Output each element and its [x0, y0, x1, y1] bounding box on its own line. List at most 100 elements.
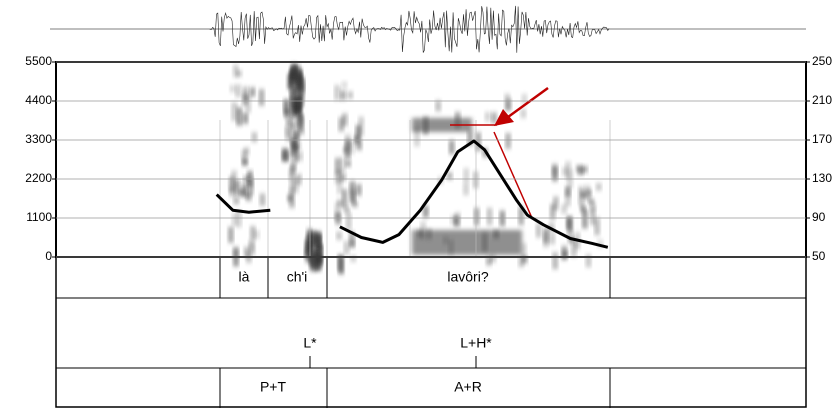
spectrogram-blob [576, 165, 581, 173]
y-tick-label: 1100 [26, 210, 52, 224]
spectrogram-blob [474, 208, 479, 226]
spectrogram-blob [310, 241, 315, 253]
spectrogram-blob [232, 102, 237, 121]
spectrogram-blob [252, 132, 257, 143]
spectrogram-blob [449, 140, 454, 155]
spectrogram-blob [290, 177, 295, 190]
spectrogram-blob [292, 121, 297, 129]
spectrogram-blob [290, 122, 295, 142]
spectrogram-blob [464, 168, 469, 184]
spectrogram-blob [591, 201, 596, 212]
spectrogram-blob [562, 250, 567, 258]
spectrogram-blob [506, 133, 511, 149]
spectrogram-blob [291, 160, 296, 172]
spectrogram-blob [247, 170, 252, 179]
tiers: là ch'i lavôri? L* L+H* P+T A+R [55, 256, 807, 408]
spectrogram-blob [311, 253, 316, 272]
spectrogram-blob [314, 253, 319, 271]
spectrogram-blob [337, 177, 342, 195]
tier-label: P+T [260, 379, 287, 395]
spectrogram-blob [341, 90, 346, 100]
spectrogram-blob [348, 91, 353, 99]
spectrogram-blob [296, 114, 301, 129]
spectrogram-blob [299, 82, 304, 94]
spectrogram-blob [423, 205, 428, 218]
spectrogram-blob [342, 189, 347, 208]
spectrogram-blob [316, 234, 321, 243]
spectrogram-blob [250, 226, 255, 241]
spectrogram-blob [237, 70, 242, 77]
spectrogram-blob [290, 96, 295, 104]
spectrogram-blob [242, 149, 247, 166]
spectrogram-blob [335, 158, 340, 174]
spectrogram-blob [291, 67, 296, 80]
spectrogram-blob [344, 241, 349, 255]
y-tick-label: 3300 [25, 132, 52, 146]
spectrogram-blob [338, 254, 343, 272]
spectrogram-blob [345, 134, 350, 151]
spectrogram-blob [248, 178, 253, 196]
spectrogram-blob [598, 239, 603, 248]
spectrogram-blob [243, 86, 248, 102]
spectrogram [219, 63, 611, 275]
spectrogram-blob [337, 169, 342, 182]
spectrogram-blob [552, 163, 557, 176]
spectrogram-blob [562, 204, 567, 214]
spectrogram-blob [486, 256, 491, 266]
spectrogram-blob [414, 126, 419, 147]
spectrogram-blob [579, 186, 584, 206]
spectrogram-blob [463, 183, 468, 196]
spectrogram-blob [243, 112, 248, 124]
spectrogram-blob [311, 232, 316, 242]
spectrogram-blob [582, 209, 587, 229]
spectrogram-blob [335, 202, 340, 218]
arrow [507, 86, 549, 119]
y2-tick-label: 90 [812, 210, 826, 224]
spectrogram-blob [237, 107, 242, 126]
spectrogram-blob [553, 196, 558, 211]
plot-frame [55, 61, 807, 258]
y-tick-label: 4400 [25, 93, 52, 107]
spectrogram-blob [349, 141, 354, 154]
spectrogram-blob [519, 206, 524, 226]
spectrogram-blob [562, 167, 567, 176]
spectrogram-blob [236, 84, 241, 98]
spectrogram-blob [571, 239, 576, 257]
spectrogram-blob [356, 125, 361, 140]
spectrogram-blob [246, 95, 251, 113]
spectrogram-blob [339, 117, 344, 132]
spectrogram-blob [585, 185, 590, 201]
spectrogram-blob [578, 166, 583, 175]
spectrogram-blob [451, 215, 456, 225]
annotation [450, 86, 549, 219]
spectrogram-blob [232, 170, 237, 190]
y2-tick-label: 170 [812, 132, 832, 146]
spectrogram-blob [308, 250, 313, 258]
spectrogram-blob [522, 93, 527, 104]
spectrogram-blob [468, 131, 473, 146]
spectrogram-blob [521, 243, 526, 261]
spectrogram-blob [234, 197, 239, 205]
spectrogram-blob [353, 200, 358, 208]
tier-frame [55, 256, 807, 408]
tier-label: L* [303, 335, 317, 351]
tier-label: lavôri? [447, 269, 488, 285]
spectrogram-blob [233, 249, 238, 257]
spectrogram-band [412, 118, 472, 132]
spectrogram-blob [566, 217, 571, 230]
annotation-line [493, 131, 533, 219]
spectrogram-blob [596, 183, 601, 191]
y-tick-label: 2200 [25, 171, 52, 185]
spectrogram-blob [550, 232, 555, 245]
spectrogram-blob [342, 113, 347, 127]
spectrogram-blob [259, 89, 264, 106]
spectrogram-blob [553, 252, 558, 270]
spectrogram-blob [455, 212, 460, 227]
spectrogram-blob [337, 231, 342, 240]
spectrogram-blob [293, 145, 298, 162]
spectrogram-blob [346, 160, 351, 167]
spectrogram-blob [242, 183, 247, 198]
spectrogram-blob [244, 147, 249, 156]
spectrogram-blob [246, 192, 251, 201]
spectrogram-blob [343, 146, 348, 154]
